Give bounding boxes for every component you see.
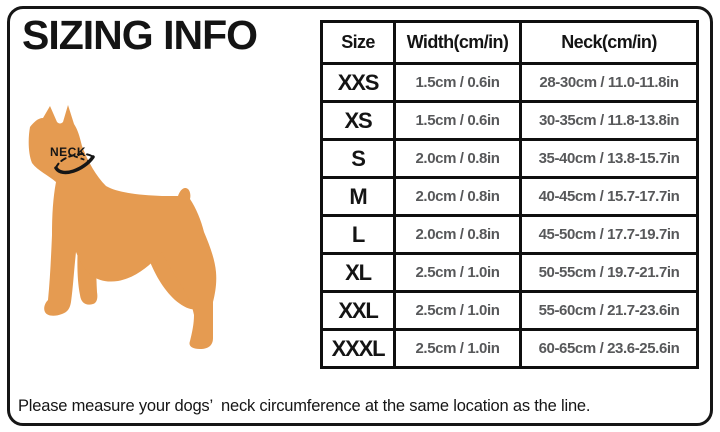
col-header-size: Size (320, 20, 396, 65)
size-label: XL (320, 252, 396, 293)
table-row-xxs: XXS 1.5cm / 0.6in 28-30cm / 11.0-11.8in (320, 62, 699, 103)
collar-dashed-line (55, 153, 94, 169)
width-value: 2.5cm / 1.0in (393, 252, 522, 293)
dog-far-rear-leg (145, 248, 200, 310)
neck-value: 60-65cm / 23.6-25.6in (519, 328, 699, 369)
size-label: XXXL (320, 328, 396, 369)
table-row-s: S 2.0cm / 0.8in 35-40cm / 13.8-15.7in (320, 138, 699, 179)
table-header-row: Size Width(cm/in) Neck(cm/in) (320, 20, 699, 65)
neck-value: 45-50cm / 17.7-19.7in (519, 214, 699, 255)
size-label: M (320, 176, 396, 217)
neck-value: 30-35cm / 11.8-13.8in (519, 100, 699, 141)
width-value: 2.0cm / 0.8in (393, 176, 522, 217)
width-value: 2.0cm / 0.8in (393, 138, 522, 179)
table-row-xl: XL 2.5cm / 1.0in 50-55cm / 19.7-21.7in (320, 252, 699, 293)
table-row-xxxl: XXXL 2.5cm / 1.0in 60-65cm / 23.6-25.6in (320, 328, 699, 369)
neck-value: 35-40cm / 13.8-15.7in (519, 138, 699, 179)
size-label: XXL (320, 290, 396, 331)
width-value: 1.5cm / 0.6in (393, 62, 522, 103)
neck-value: 55-60cm / 21.7-23.6in (519, 290, 699, 331)
table-row-m: M 2.0cm / 0.8in 40-45cm / 15.7-17.7in (320, 176, 699, 217)
col-header-width: Width(cm/in) (393, 20, 522, 65)
size-label: L (320, 214, 396, 255)
col-header-neck: Neck(cm/in) (519, 20, 699, 65)
table-row-xxl: XXL 2.5cm / 1.0in 55-60cm / 21.7-23.6in (320, 290, 699, 331)
width-value: 2.5cm / 1.0in (393, 328, 522, 369)
neck-value: 28-30cm / 11.0-11.8in (519, 62, 699, 103)
dog-silhouette (28, 105, 217, 349)
page-title: SIZING INFO (22, 12, 258, 58)
size-label: S (320, 138, 396, 179)
size-table: Size Width(cm/in) Neck(cm/in) XXS 1.5cm … (320, 20, 699, 369)
size-label: XS (320, 100, 396, 141)
neck-value: 40-45cm / 15.7-17.7in (519, 176, 699, 217)
collar-line (54, 155, 95, 175)
width-value: 1.5cm / 0.6in (393, 100, 522, 141)
neck-pointer-line (73, 155, 89, 162)
table-row-xs: XS 1.5cm / 0.6in 30-35cm / 11.8-13.8in (320, 100, 699, 141)
measurement-note: Please measure your dogs’ neck circumfer… (18, 397, 591, 415)
neck-label: NECK (50, 145, 86, 159)
table-row-l: L 2.0cm / 0.8in 45-50cm / 17.7-19.7in (320, 214, 699, 255)
dog-neck-diagram: NECK (28, 105, 217, 349)
size-label: XXS (320, 62, 396, 103)
width-value: 2.5cm / 1.0in (393, 290, 522, 331)
neck-value: 50-55cm / 19.7-21.7in (519, 252, 699, 293)
width-value: 2.0cm / 0.8in (393, 214, 522, 255)
